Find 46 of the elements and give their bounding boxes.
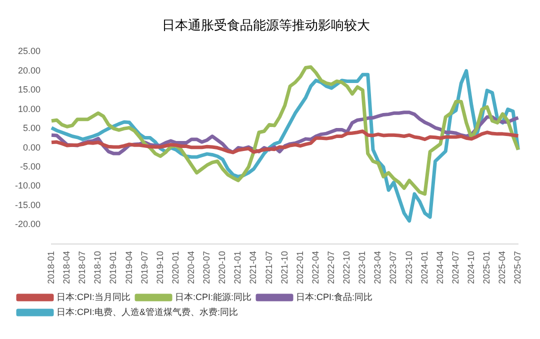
x-tick-label: 2024-07 (450, 250, 460, 284)
x-tick-label: 2020-01 (170, 250, 180, 284)
x-tick-label: 2023-10 (404, 250, 414, 284)
y-tick-label: 0.00 (22, 142, 41, 152)
x-tick-label: 2021-01 (232, 250, 243, 284)
x-tick-label: 2019-04 (124, 250, 134, 284)
x-tick-label: 2020-10 (217, 250, 228, 284)
chart-title: 日本通胀受食品能源等推动影响较大 (162, 17, 370, 32)
x-tick-label: 2023-04 (372, 250, 383, 284)
y-tick-label: -10.00 (14, 180, 41, 191)
y-tick-label: 20.00 (18, 65, 41, 76)
legend-label: 日本:CPI:能源:同比 (175, 292, 252, 302)
x-tick-label: 2021-07 (264, 250, 274, 284)
x-tick-label: 2025-04 (497, 250, 508, 284)
x-tick-label: 2023-07 (388, 250, 398, 284)
y-tick-label: -5.00 (20, 162, 41, 172)
x-tick-label: 2022-01 (294, 250, 305, 284)
y-tick-label: 25.00 (18, 46, 41, 56)
x-tick-label: 2022-04 (310, 250, 320, 284)
x-tick-label: 2022-10 (342, 250, 352, 284)
x-tick-label: 2018-10 (92, 250, 103, 284)
x-tick-label: 2018-04 (62, 250, 72, 284)
x-tick-label: 2025-07 (512, 250, 523, 284)
x-tick-label: 2024-01 (419, 250, 430, 284)
x-tick-label: 2020-07 (202, 250, 212, 284)
x-tick-label: 2025-01 (482, 250, 492, 284)
x-tick-label: 2018-01 (46, 250, 56, 284)
y-tick-label: 15.00 (18, 84, 41, 95)
y-tick-label: 10.00 (18, 104, 41, 114)
x-tick-label: 2019-07 (139, 250, 150, 284)
x-tick-label: 2019-01 (108, 250, 118, 284)
x-tick-label: 2021-04 (248, 250, 258, 284)
x-tick-label: 2024-04 (434, 250, 445, 284)
legend-label: 日本:CPI:当月同比 (56, 292, 131, 302)
y-tick-label: -20.00 (14, 219, 41, 230)
x-tick-label: 2023-01 (357, 250, 368, 284)
y-tick-label: 5.00 (22, 123, 41, 134)
x-tick-label: 2021-10 (279, 250, 290, 284)
legend-label: 日本:CPI:电费、人造&管道煤气费、水费:同比 (56, 306, 238, 317)
y-tick-label: -15.00 (14, 200, 41, 210)
x-tick-label: 2022-07 (326, 250, 336, 284)
x-tick-label: 2024-10 (466, 250, 476, 284)
x-tick-label: 2020-04 (186, 250, 196, 284)
x-tick-label: 2018-07 (77, 250, 88, 284)
legend-label: 日本:CPI:食品:同比 (296, 292, 373, 302)
x-tick-label: 2019-10 (154, 250, 165, 284)
